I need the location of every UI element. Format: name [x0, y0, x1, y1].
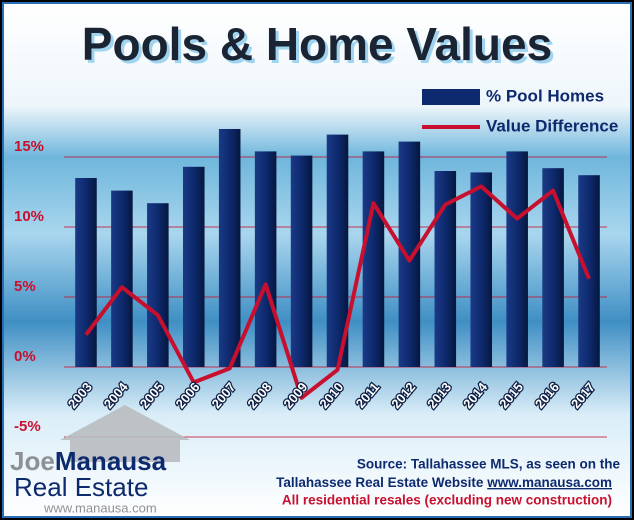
legend-label: % Pool Homes	[486, 86, 604, 105]
legend-label: Value Difference	[486, 116, 618, 135]
bar	[578, 175, 600, 367]
bar	[362, 151, 385, 367]
footer-note: All residential resales (excluding new c…	[282, 493, 612, 508]
y-tick-label: 15%	[14, 138, 44, 155]
y-tick-label: 0%	[14, 348, 36, 365]
bar	[290, 155, 313, 367]
bar	[506, 151, 528, 367]
bar	[542, 168, 564, 367]
bar	[147, 203, 169, 367]
footer-link: www.manausa.com	[486, 475, 612, 490]
bar	[434, 171, 457, 367]
logo-url: www.manausa.com	[43, 500, 157, 515]
bar	[470, 172, 493, 367]
legend-swatch	[422, 89, 480, 105]
logo-name: JoeManausa	[10, 446, 167, 476]
bar	[326, 134, 349, 367]
bar	[398, 141, 421, 367]
chart-title: Pools & Home Values	[82, 18, 552, 70]
bar	[254, 151, 277, 367]
bar	[218, 129, 241, 367]
footer-source: Source: Tallahassee MLS, as seen on the	[357, 457, 621, 472]
line	[84, 184, 591, 400]
logo-sub: Real Estate	[14, 472, 148, 502]
y-tick-label: 5%	[14, 278, 36, 295]
y-tick-label: -5%	[14, 418, 41, 435]
bar	[111, 190, 133, 367]
bar	[75, 178, 97, 367]
logo-house	[60, 405, 190, 462]
footer-website-text: Tallahassee Real Estate Website	[276, 475, 484, 490]
logo-first: Joe	[10, 446, 55, 476]
logo-last: Manausa	[55, 446, 167, 476]
footer-website: Tallahassee Real Estate Website www.mana…	[276, 475, 612, 490]
bar	[182, 166, 205, 367]
y-tick-label: 10%	[14, 208, 44, 225]
title-shadow: Pools & Home Values	[85, 21, 555, 73]
